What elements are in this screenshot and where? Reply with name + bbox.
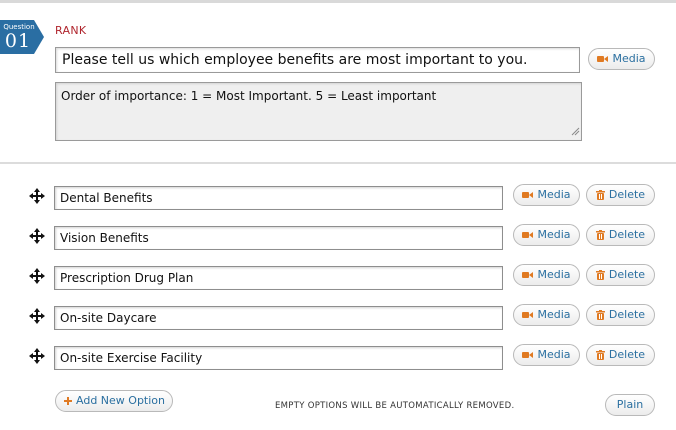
move-arrows-icon[interactable] xyxy=(29,228,45,244)
question-title-input[interactable]: Please tell us which employee benefits a… xyxy=(55,47,580,73)
media-button-label: Media xyxy=(537,188,571,201)
plain-button[interactable]: Plain xyxy=(605,394,655,416)
badge-shape xyxy=(0,20,44,54)
question-media-button[interactable]: Media xyxy=(588,48,655,70)
trash-icon xyxy=(595,350,605,360)
option-media-button[interactable]: Media xyxy=(513,304,580,326)
delete-button-label: Delete xyxy=(608,188,646,201)
option-delete-button[interactable]: Delete xyxy=(586,224,655,246)
question-description-text: Order of importance: 1 = Most Important.… xyxy=(61,89,437,103)
move-arrows-icon[interactable] xyxy=(29,348,45,364)
video-camera-icon xyxy=(522,311,534,319)
trash-icon xyxy=(595,310,605,320)
plain-button-label: Plain xyxy=(616,398,644,411)
option-media-button[interactable]: Media xyxy=(513,224,580,246)
media-button-label: Media xyxy=(537,308,571,321)
top-divider xyxy=(0,0,676,3)
media-button-label: Media xyxy=(537,268,571,281)
option-delete-button[interactable]: Delete xyxy=(586,344,655,366)
plus-icon xyxy=(64,397,72,405)
option-input[interactable]: Dental Benefits xyxy=(54,186,503,210)
trash-icon xyxy=(595,230,605,240)
move-arrows-icon[interactable] xyxy=(29,188,45,204)
option-delete-button[interactable]: Delete xyxy=(586,304,655,326)
trash-icon xyxy=(595,190,605,200)
option-input[interactable]: Prescription Drug Plan xyxy=(54,266,503,290)
delete-button-label: Delete xyxy=(608,268,646,281)
video-camera-icon xyxy=(522,191,534,199)
video-camera-icon xyxy=(522,271,534,279)
trash-icon xyxy=(595,270,605,280)
video-camera-icon xyxy=(597,55,609,63)
question-type-label: RANK xyxy=(55,24,87,37)
delete-button-label: Delete xyxy=(608,348,646,361)
delete-button-label: Delete xyxy=(608,308,646,321)
question-badge: Question 01 xyxy=(0,20,44,54)
question-description-textarea[interactable]: Order of importance: 1 = Most Important.… xyxy=(55,82,582,141)
media-button-label: Media xyxy=(537,348,571,361)
option-input[interactable]: On-site Daycare xyxy=(54,306,503,330)
option-media-button[interactable]: Media xyxy=(513,264,580,286)
media-button-label: Media xyxy=(612,52,646,65)
resize-grip-icon[interactable] xyxy=(571,125,580,139)
option-delete-button[interactable]: Delete xyxy=(586,264,655,286)
empty-options-note: EMPTY OPTIONS WILL BE AUTOMATICALLY REMO… xyxy=(275,401,515,411)
move-arrows-icon[interactable] xyxy=(29,268,45,284)
add-new-option-button[interactable]: Add New Option xyxy=(55,390,173,412)
delete-button-label: Delete xyxy=(608,228,646,241)
section-divider xyxy=(0,162,676,164)
add-new-option-label: Add New Option xyxy=(76,394,165,407)
question-number: 01 xyxy=(4,30,32,52)
option-media-button[interactable]: Media xyxy=(513,344,580,366)
question-badge-label: Question xyxy=(3,23,35,31)
media-button-label: Media xyxy=(537,228,571,241)
option-delete-button[interactable]: Delete xyxy=(586,184,655,206)
video-camera-icon xyxy=(522,351,534,359)
move-arrows-icon[interactable] xyxy=(29,308,45,324)
video-camera-icon xyxy=(522,231,534,239)
option-input[interactable]: Vision Benefits xyxy=(54,226,503,250)
option-media-button[interactable]: Media xyxy=(513,184,580,206)
option-input[interactable]: On-site Exercise Facility xyxy=(54,346,503,370)
